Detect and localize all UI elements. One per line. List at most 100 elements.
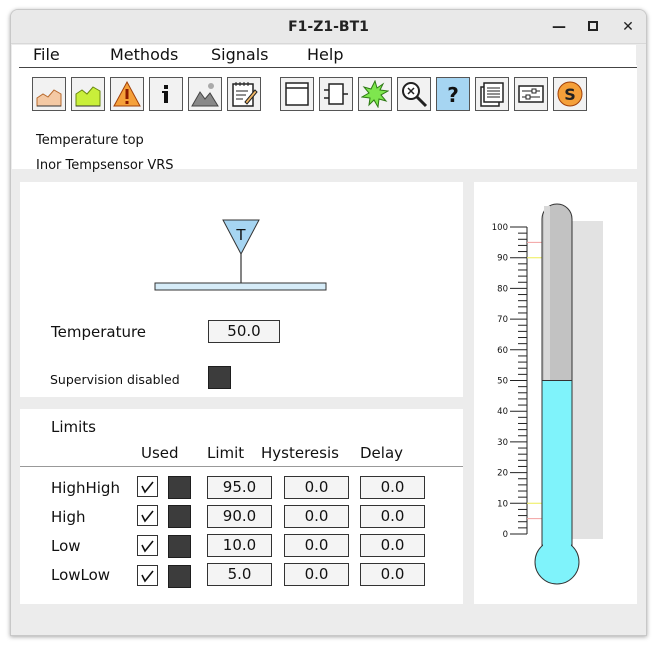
app-window: F1-Z1-BT1 — ✕ File Methods Signals Help	[10, 9, 647, 636]
toolbar-panel: ? S Temperature top Inor Tempsensor VRS	[12, 65, 637, 173]
note-icon	[232, 82, 258, 107]
trend-icon	[36, 89, 62, 107]
low-hysteresis-field[interactable]: 0.0	[284, 534, 349, 557]
menu-help[interactable]: Help	[307, 45, 344, 64]
datasheet-icon	[480, 82, 504, 107]
simulate-button[interactable]: S	[553, 77, 587, 111]
alarm-button[interactable]	[110, 77, 144, 111]
temperature-value: 50.0	[208, 320, 280, 343]
graphics-icon	[191, 83, 219, 107]
trend-button[interactable]	[32, 77, 66, 111]
lowlow-used-checkbox[interactable]	[137, 565, 158, 586]
scale-label: 20	[497, 469, 508, 479]
highhigh-used-checkbox[interactable]	[137, 476, 158, 497]
fast-trend-button[interactable]	[71, 77, 105, 111]
search-icon	[402, 82, 428, 108]
highhigh-hysteresis-field[interactable]: 0.0	[284, 476, 349, 499]
low-limit-field[interactable]: 10.0	[207, 534, 272, 557]
limits-panel: Limits Used Limit Hysteresis Delay HighH…	[20, 409, 463, 604]
high-delay-field[interactable]: 0.0	[360, 505, 425, 528]
info-button[interactable]	[149, 77, 183, 111]
low-used-checkbox[interactable]	[137, 535, 158, 556]
scale-label: 10	[497, 499, 508, 509]
limit-row-name: Low	[51, 537, 81, 555]
alarm-warning-icon	[113, 80, 141, 107]
crossreference-button[interactable]	[358, 77, 392, 111]
delay-header: Delay	[360, 444, 404, 462]
scale-label: 40	[497, 407, 508, 417]
scale-label: 30	[497, 438, 508, 448]
fast-trend-icon	[75, 86, 101, 107]
scale-label: 50	[497, 377, 508, 387]
limit-header: Limit	[207, 444, 245, 462]
help-icon: ?	[447, 83, 459, 107]
high-hysteresis-field[interactable]: 0.0	[284, 505, 349, 528]
scale-label: 100	[492, 223, 508, 233]
sensor-letter: T	[235, 226, 246, 244]
lowlow-hysteresis-field[interactable]: 0.0	[284, 563, 349, 586]
simulate-icon: S	[557, 81, 583, 107]
scale-label: 70	[497, 315, 508, 325]
limits-title: Limits	[51, 418, 96, 436]
supervision-indicator[interactable]	[208, 366, 231, 389]
scale-label: 90	[497, 254, 508, 264]
high-alarm-indicator	[168, 505, 191, 528]
note-button[interactable]	[227, 77, 261, 111]
limit-row-name: HighHigh	[51, 479, 120, 497]
help-button[interactable]: ?	[436, 77, 470, 111]
limit-row-name: High	[51, 508, 86, 526]
object-specification: Inor Tempsensor VRS	[36, 158, 174, 173]
sensor-panel: T Temperature 50.0 Supervision disabled	[20, 182, 463, 397]
tube-highlight	[544, 206, 550, 546]
toolbar-divider	[19, 67, 637, 68]
lowlow-alarm-indicator	[168, 565, 191, 588]
info-icon	[162, 85, 168, 103]
scale-label: 80	[497, 284, 508, 294]
object-button[interactable]	[319, 77, 353, 111]
high-limit-field[interactable]: 90.0	[207, 505, 272, 528]
maximize-icon	[588, 21, 598, 31]
close-button[interactable]: ✕	[622, 19, 634, 35]
svg-text:S: S	[564, 85, 576, 104]
checkmark-icon	[141, 570, 154, 583]
thermometer-fluid	[541, 380, 573, 555]
scale-label: 0	[503, 530, 508, 540]
window-icon	[285, 82, 309, 106]
menu-signals[interactable]: Signals	[211, 45, 269, 64]
limit-strip	[571, 221, 603, 539]
supervision-label: Supervision disabled	[50, 372, 180, 387]
bulb-neck	[543, 532, 571, 552]
datasheet-button[interactable]	[475, 77, 509, 111]
hysteresis-header: Hysteresis	[261, 444, 339, 462]
lowlow-delay-field[interactable]: 0.0	[360, 563, 425, 586]
maximize-button[interactable]	[582, 16, 604, 38]
window-button[interactable]	[280, 77, 314, 111]
sensor-symbol: T	[154, 219, 327, 291]
search-button[interactable]	[397, 77, 431, 111]
rtt-icon	[518, 85, 544, 103]
limit-row-name: LowLow	[51, 566, 111, 584]
menu-methods[interactable]: Methods	[110, 45, 179, 64]
high-used-checkbox[interactable]	[137, 505, 158, 526]
temperature-label: Temperature	[51, 323, 147, 341]
limits-header-divider	[20, 466, 463, 467]
object-icon	[324, 83, 348, 105]
highhigh-alarm-indicator	[168, 476, 191, 499]
object-description: Temperature top	[36, 133, 144, 148]
lowlow-limit-field[interactable]: 5.0	[207, 563, 272, 586]
highhigh-delay-field[interactable]: 0.0	[360, 476, 425, 499]
crossreference-icon	[361, 80, 389, 108]
low-delay-field[interactable]: 0.0	[360, 534, 425, 557]
highhigh-limit-field[interactable]: 95.0	[207, 476, 272, 499]
used-header: Used	[141, 444, 179, 462]
menu-file[interactable]: File	[33, 45, 60, 64]
rtt-button[interactable]	[514, 77, 548, 111]
title-bar: F1-Z1-BT1 — ✕	[11, 10, 646, 44]
graphics-button[interactable]	[188, 77, 222, 111]
window-title: F1-Z1-BT1	[288, 19, 369, 35]
low-alarm-indicator	[168, 535, 191, 558]
thermometer-panel: 100 90 80 70 60 50 40 30 20 10 0	[474, 182, 637, 604]
minimize-button[interactable]: —	[552, 19, 566, 35]
checkmark-icon	[141, 540, 154, 553]
